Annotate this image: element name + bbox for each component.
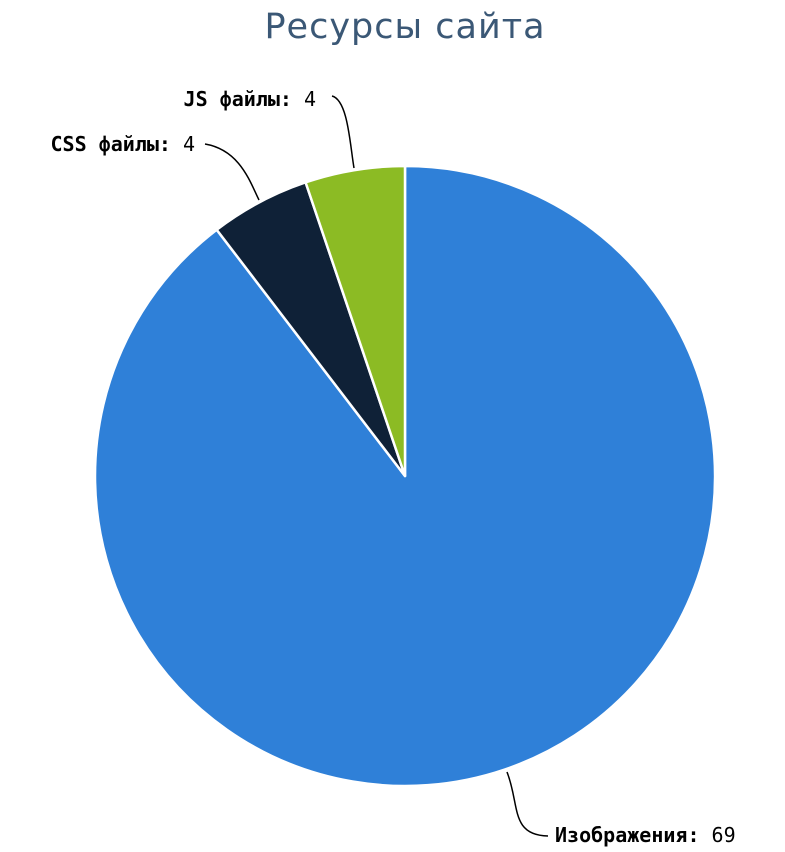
data-label-name: Изображения: bbox=[555, 823, 700, 847]
data-label-value: 69 bbox=[700, 823, 736, 847]
chart-title: Ресурсы сайта bbox=[264, 7, 545, 47]
data-label-name: CSS файлы: bbox=[50, 132, 170, 156]
label-connector-2 bbox=[204, 143, 260, 201]
data-label-2: CSS файлы: 4 bbox=[50, 132, 195, 156]
data-label-value: 4 bbox=[171, 132, 195, 156]
label-connector-1 bbox=[506, 771, 549, 837]
data-label-1: Изображения: 69 bbox=[555, 823, 736, 847]
pie-slices bbox=[93, 164, 717, 788]
label-connector-3 bbox=[331, 95, 355, 169]
pie-slice-3 bbox=[304, 164, 407, 478]
data-label-name: JS файлы: bbox=[184, 87, 292, 111]
data-label-value: 4 bbox=[292, 87, 316, 111]
label-connectors bbox=[204, 95, 549, 837]
data-label-3: JS файлы: 4 bbox=[184, 87, 316, 111]
